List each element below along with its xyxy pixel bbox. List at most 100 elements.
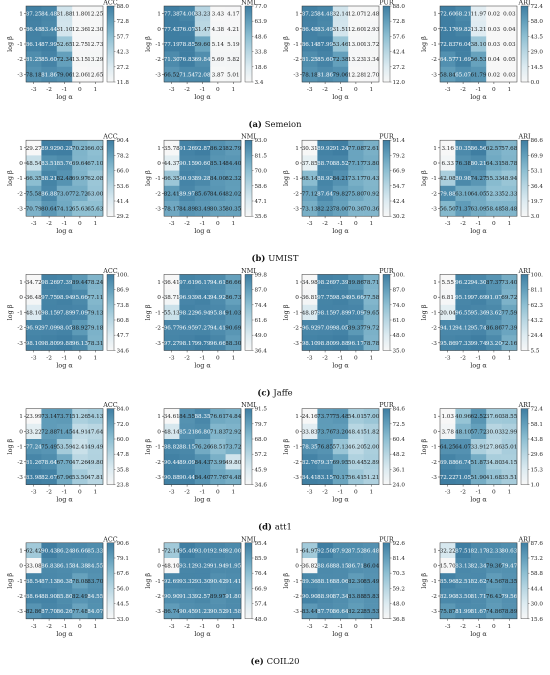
x-tick-label: 1	[93, 490, 97, 496]
x-tick-label: -3	[31, 624, 37, 630]
colorbar-tick-label: 44.4	[531, 586, 544, 592]
cell-value-label: 51.87	[470, 460, 486, 466]
x-tick-label: -2	[322, 355, 328, 361]
heatmap-cell	[470, 603, 487, 620]
x-tick-label: 0	[78, 624, 82, 630]
x-tick-label: -1	[338, 624, 344, 630]
cell-value-label: 88.54	[26, 579, 42, 585]
cell-value-label: 69.64	[72, 161, 88, 167]
cell-value-label: 84.55	[87, 594, 103, 600]
y-tick-label: 1	[19, 146, 23, 152]
heatmap-cell	[225, 542, 242, 559]
cell-value-label: 81.71	[470, 594, 486, 600]
heatmap-cell	[26, 155, 42, 171]
cell-value-label: 30.03	[486, 429, 502, 435]
cell-value-label: 41.68	[486, 475, 502, 481]
cell-value-label: 51.26	[72, 414, 88, 420]
y-tick-label: 0	[295, 429, 299, 435]
heatmap-cell	[317, 185, 334, 202]
heatmap-cell	[440, 469, 456, 485]
heatmap-cell	[56, 454, 73, 470]
heatmap-cell	[225, 21, 242, 37]
heatmap-cell	[72, 155, 88, 171]
x-tick-label: -3	[31, 87, 37, 93]
x-tick-label: 0	[78, 221, 82, 227]
heatmap-cell	[455, 573, 472, 589]
heatmap-cell	[56, 408, 73, 425]
heatmap-cell	[41, 320, 58, 336]
cell-value-label: 55.33	[486, 176, 502, 182]
y-tick-label: -2	[431, 191, 437, 197]
cell-value-label: 87.70	[41, 609, 57, 615]
heatmap-cell	[455, 335, 472, 351]
heatmap-cell	[87, 185, 104, 202]
cell-value-label: 95.86	[440, 341, 456, 347]
cell-value-label: 70.43	[363, 176, 379, 182]
cell-value-label: 98.17	[179, 341, 195, 347]
heatmap-cell	[317, 201, 334, 217]
cell-value-label: 94.61	[210, 280, 226, 286]
colorbar-tick-label: 27.2	[393, 65, 406, 71]
x-tick-label: -1	[338, 87, 344, 93]
heatmap-cell	[486, 603, 502, 620]
colorbar	[106, 542, 115, 619]
colorbar-tick-label: 93.0	[255, 138, 268, 144]
y-axis-label: log β	[282, 36, 290, 52]
x-tick-label: 0	[492, 87, 496, 93]
x-tick-label: -1	[200, 490, 206, 496]
y-tick-label: -1	[293, 310, 299, 316]
cell-value-label: 73.77	[317, 414, 333, 420]
cell-value-label: 3.43	[212, 12, 225, 18]
cell-value-label: 79.65	[363, 310, 379, 316]
cell-value-label: 77.48	[72, 609, 88, 615]
heatmap-cell	[470, 274, 487, 290]
heatmap-cell	[455, 51, 472, 68]
colorbar-tick-label: 81.5	[255, 153, 268, 159]
heatmap-cell	[440, 170, 456, 187]
heatmap-cell	[486, 66, 502, 83]
cell-value-label: 52.65	[56, 42, 72, 48]
cell-value-label: 87.99	[317, 42, 333, 48]
y-tick-label: 0	[433, 27, 437, 33]
colorbar-tick-label: 72.5	[393, 422, 406, 428]
cell-value-label: 89.36	[302, 579, 318, 585]
cell-value-label: 93.01	[194, 548, 210, 554]
cell-value-label: 74.12	[56, 207, 72, 213]
heatmap-cell	[210, 335, 226, 351]
x-tick-label: 1	[93, 221, 97, 227]
cell-value-label: 85.83	[363, 594, 379, 600]
y-tick-label: 0	[19, 161, 23, 167]
heatmap-cell	[26, 573, 42, 589]
heatmap-cell	[332, 170, 349, 187]
cell-value-label: 94.30	[470, 280, 486, 286]
y-tick-label: -3	[155, 72, 161, 78]
cell-value-label: 87.92	[332, 548, 348, 554]
x-tick-label: -3	[169, 624, 175, 630]
colorbar	[106, 274, 115, 351]
cell-value-label: 91.58	[225, 609, 241, 615]
colorbar-tick-label: 85.9	[255, 556, 268, 562]
heatmap-cell	[179, 573, 196, 589]
cell-value-label: 58.48	[486, 207, 502, 213]
heatmap-cell	[470, 140, 487, 156]
cell-value-label: 97.39	[56, 280, 72, 286]
x-tick-label: -3	[445, 624, 451, 630]
colorbar-tick-label: 36.4	[255, 348, 268, 354]
cell-value-label: 99.79	[194, 341, 210, 347]
x-tick-label: -2	[184, 490, 190, 496]
y-tick-label: -2	[155, 460, 161, 466]
heatmap-cell	[87, 201, 104, 217]
heatmap-cell	[26, 335, 42, 351]
cell-value-label: 79.36	[486, 564, 502, 570]
heatmap-cell	[164, 335, 180, 351]
heatmap-cell	[332, 469, 349, 485]
heatmap-cell	[225, 558, 242, 574]
y-tick-label: -2	[293, 460, 299, 466]
x-tick-label: 1	[369, 87, 373, 93]
colorbar-tick-label: 54.7	[393, 184, 406, 190]
colorbar-tick-label: 48.0	[255, 617, 268, 623]
cell-value-label: 73.17	[348, 176, 364, 182]
cell-value-label: 92.69	[164, 579, 180, 585]
heatmap-cell	[501, 573, 518, 589]
x-tick-label: -1	[476, 355, 482, 361]
